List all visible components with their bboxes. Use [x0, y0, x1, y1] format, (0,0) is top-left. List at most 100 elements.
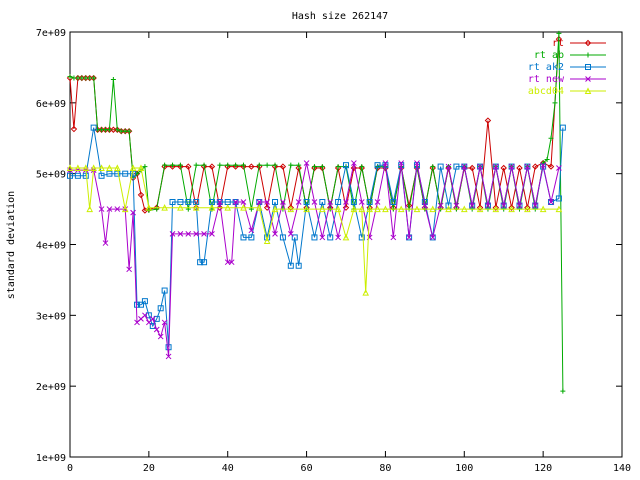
- data-point: [477, 163, 483, 170]
- data-point: [548, 135, 554, 141]
- data-point: [485, 202, 491, 209]
- data-point: [74, 172, 81, 179]
- legend-label: rt new: [528, 74, 565, 85]
- data-point: [177, 162, 183, 168]
- data-point: [193, 231, 200, 237]
- data-point: [460, 205, 468, 213]
- legend-label: rt ab: [534, 50, 564, 61]
- data-point: [311, 199, 318, 205]
- data-point: [201, 259, 208, 266]
- data-point: [548, 199, 554, 205]
- data-point: [291, 234, 298, 241]
- data-point: [74, 164, 82, 171]
- data-point: [429, 234, 436, 241]
- data-point: [311, 164, 317, 170]
- data-point: [288, 162, 294, 168]
- data-point: [484, 117, 492, 124]
- data-point: [130, 209, 136, 216]
- data-point: [240, 162, 246, 168]
- data-point: [134, 301, 141, 308]
- data-point: [287, 205, 295, 213]
- data-point: [177, 231, 184, 237]
- data-point: [170, 162, 176, 168]
- data-point: [585, 52, 591, 58]
- data-point: [126, 266, 132, 273]
- data-point: [552, 100, 558, 106]
- x-tick-label: 60: [301, 463, 313, 474]
- data-point: [508, 205, 515, 213]
- data-point: [555, 205, 563, 213]
- data-point: [153, 326, 160, 333]
- chart-title: Hash size 262147: [292, 11, 388, 22]
- data-point: [142, 312, 148, 319]
- data-point: [366, 199, 373, 205]
- data-point: [137, 301, 144, 308]
- data-point: [122, 170, 129, 177]
- data-point: [137, 164, 145, 171]
- data-point: [374, 199, 381, 205]
- data-point: [556, 30, 562, 36]
- data-point: [327, 234, 334, 241]
- y-tick-label: 1e+09: [36, 453, 66, 464]
- data-point: [382, 160, 389, 166]
- data-point: [114, 127, 120, 133]
- data-point: [82, 164, 90, 171]
- data-point: [556, 165, 562, 171]
- data-point: [217, 162, 223, 168]
- data-point: [280, 199, 286, 205]
- data-point: [287, 231, 294, 237]
- data-point: [548, 199, 555, 205]
- data-point: [82, 172, 89, 179]
- series-2: [67, 124, 566, 351]
- data-point: [524, 205, 531, 213]
- data-point: [453, 163, 460, 170]
- data-point: [524, 163, 531, 170]
- data-point: [445, 202, 452, 209]
- data-point: [335, 164, 341, 170]
- data-point: [240, 199, 247, 205]
- series-line: [70, 167, 559, 293]
- data-point: [398, 160, 405, 166]
- data-point: [279, 163, 287, 170]
- data-point: [311, 234, 318, 241]
- data-point: [524, 204, 531, 211]
- data-point: [584, 87, 592, 94]
- data-point: [492, 163, 499, 170]
- data-point: [295, 164, 302, 172]
- data-point: [200, 163, 208, 170]
- data-point: [279, 234, 286, 241]
- data-point: [70, 125, 78, 133]
- data-point: [287, 262, 294, 269]
- data-point: [366, 205, 373, 213]
- series-line: [70, 162, 560, 357]
- data-point: [157, 333, 164, 340]
- data-point: [192, 204, 200, 211]
- data-point: [224, 204, 232, 211]
- data-point: [272, 199, 279, 205]
- data-point: [197, 259, 204, 266]
- data-point: [114, 170, 121, 177]
- data-point: [342, 233, 350, 241]
- data-point: [129, 164, 137, 171]
- data-point: [350, 199, 357, 205]
- data-point: [233, 162, 239, 168]
- y-tick-label: 3e+09: [36, 311, 66, 322]
- data-point: [256, 199, 263, 205]
- data-point: [303, 160, 310, 166]
- data-point: [430, 164, 436, 170]
- data-point: [90, 124, 97, 131]
- data-point: [445, 205, 452, 213]
- data-point: [397, 205, 405, 213]
- data-point: [350, 164, 358, 172]
- data-point: [106, 206, 113, 212]
- data-point: [516, 164, 523, 172]
- data-point: [169, 163, 176, 170]
- data-point: [585, 76, 591, 82]
- data-point: [264, 199, 270, 205]
- data-point: [476, 205, 484, 213]
- data-point: [422, 202, 428, 209]
- series-3: [67, 160, 562, 360]
- data-point: [532, 202, 539, 209]
- data-point: [461, 164, 468, 172]
